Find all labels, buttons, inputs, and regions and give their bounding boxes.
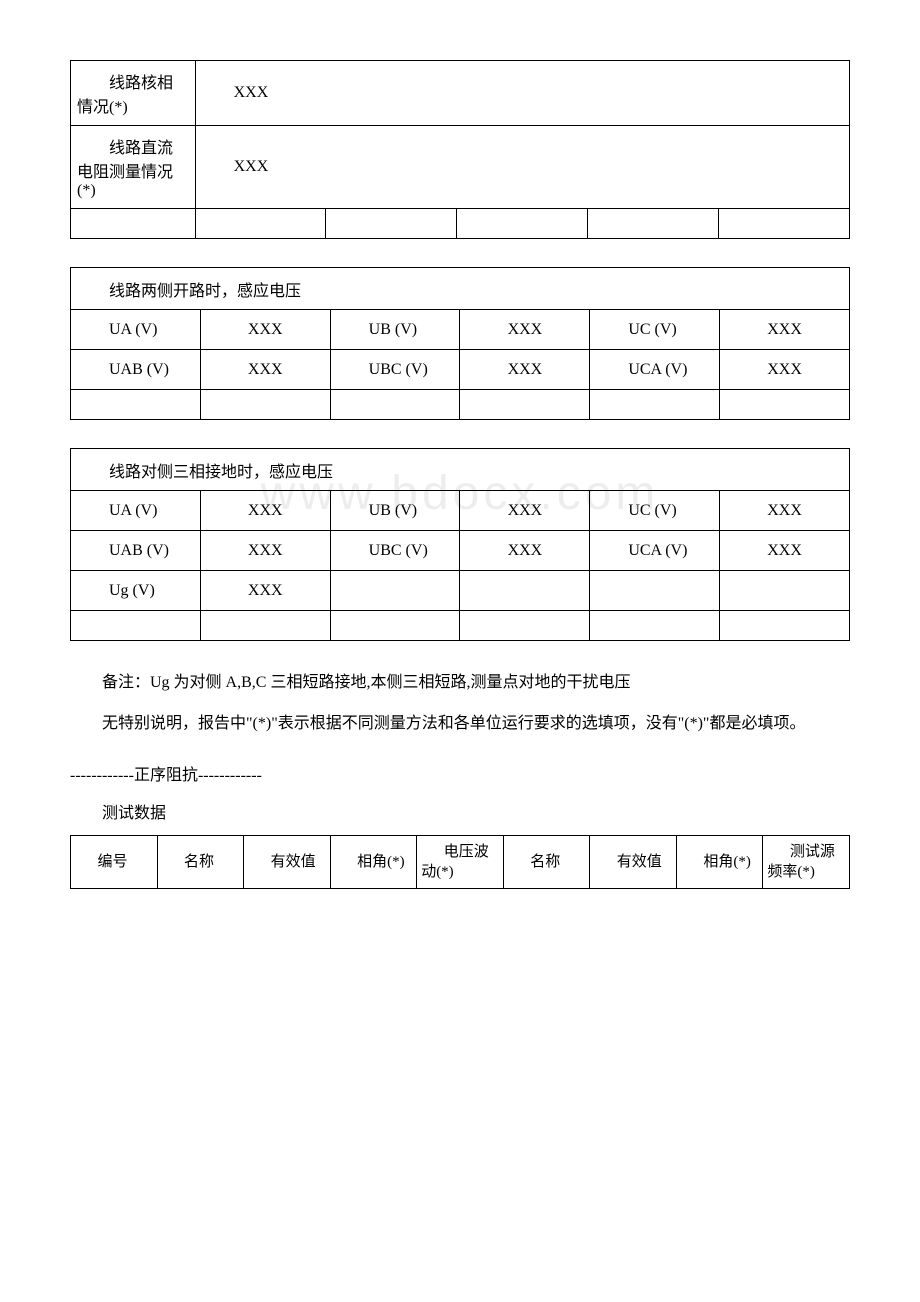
col-header: 名称	[157, 835, 244, 889]
cell-value: XXX	[200, 571, 330, 611]
cell-value: XXX	[460, 531, 590, 571]
line-info-table: 线路核相情况(*) XXX 线路直流电阻测量情况(*) XXX	[70, 60, 850, 239]
cell-label: UBC (V)	[330, 350, 460, 390]
col-header: 有效值	[244, 835, 331, 889]
table-row	[71, 390, 850, 420]
table-header-row: 编号 名称 有效值 相角(*) 电压波动(*) 名称 有效值 相角(*) 测试源…	[71, 835, 850, 889]
cell-label: UCA (V)	[590, 531, 720, 571]
col-header: 相角(*)	[676, 835, 763, 889]
cell-label: Ug (V)	[71, 571, 201, 611]
cell-value: XXX	[720, 531, 850, 571]
table-row: 线路直流电阻测量情况(*) XXX	[71, 126, 850, 209]
row-value: XXX	[195, 61, 849, 126]
table-row: UA (V) XXX UB (V) XXX UC (V) XXX	[71, 310, 850, 350]
table-title: 线路两侧开路时，感应电压	[71, 268, 850, 310]
table-row	[71, 209, 850, 239]
col-header: 编号	[71, 835, 158, 889]
cell-label: UAB (V)	[71, 531, 201, 571]
row-label: 线路直流电阻测量情况(*)	[71, 126, 196, 209]
table-row: UA (V) XXX UB (V) XXX UC (V) XXX	[71, 491, 850, 531]
col-header: 测试源频率(*)	[763, 835, 850, 889]
col-header: 名称	[503, 835, 590, 889]
col-header: 有效值	[590, 835, 677, 889]
row-value: XXX	[195, 126, 849, 209]
cell-value	[460, 571, 590, 611]
table-title-row: 线路两侧开路时，感应电压	[71, 268, 850, 310]
table-row: UAB (V) XXX UBC (V) XXX UCA (V) XXX	[71, 531, 850, 571]
cell-label: UC (V)	[590, 310, 720, 350]
cell-label	[590, 571, 720, 611]
cell-label: UB (V)	[330, 491, 460, 531]
test-data-table: 编号 名称 有效值 相角(*) 电压波动(*) 名称 有效值 相角(*) 测试源…	[70, 835, 850, 890]
table-row: 线路核相情况(*) XXX	[71, 61, 850, 126]
open-circuit-voltage-table: 线路两侧开路时，感应电压 UA (V) XXX UB (V) XXX UC (V…	[70, 267, 850, 420]
table-row: Ug (V) XXX	[71, 571, 850, 611]
section-title: ------------正序阻抗------------	[70, 761, 850, 785]
cell-value: XXX	[200, 491, 330, 531]
cell-value: XXX	[720, 491, 850, 531]
cell-label: UCA (V)	[590, 350, 720, 390]
cell-value: XXX	[720, 350, 850, 390]
table-title: 线路对侧三相接地时，感应电压	[71, 449, 850, 491]
cell-value: XXX	[200, 531, 330, 571]
cell-value: XXX	[200, 310, 330, 350]
cell-value: XXX	[720, 310, 850, 350]
table-title-row: 线路对侧三相接地时，感应电压	[71, 449, 850, 491]
cell-label: UB (V)	[330, 310, 460, 350]
table-row	[71, 611, 850, 641]
cell-label: UA (V)	[71, 491, 201, 531]
row-label: 线路核相情况(*)	[71, 61, 196, 126]
cell-value: XXX	[460, 350, 590, 390]
cell-value: XXX	[200, 350, 330, 390]
cell-label: UAB (V)	[71, 350, 201, 390]
grounded-voltage-table: 线路对侧三相接地时，感应电压 UA (V) XXX UB (V) XXX UC …	[70, 448, 850, 641]
cell-value	[720, 571, 850, 611]
section-subtitle: 测试数据	[70, 799, 850, 823]
cell-label: UC (V)	[590, 491, 720, 531]
col-header: 电压波动(*)	[417, 835, 504, 889]
cell-value: XXX	[460, 491, 590, 531]
cell-value: XXX	[460, 310, 590, 350]
cell-label	[330, 571, 460, 611]
table-row: UAB (V) XXX UBC (V) XXX UCA (V) XXX	[71, 350, 850, 390]
cell-label: UA (V)	[71, 310, 201, 350]
note-asterisk: 无特别说明，报告中"(*)"表示根据不同测量方法和各单位运行要求的选填项，没有"…	[70, 710, 850, 739]
cell-label: UBC (V)	[330, 531, 460, 571]
note-ug: 备注：Ug 为对侧 A,B,C 三相短路接地,本侧三相短路,测量点对地的干扰电压	[70, 669, 850, 698]
col-header: 相角(*)	[330, 835, 417, 889]
